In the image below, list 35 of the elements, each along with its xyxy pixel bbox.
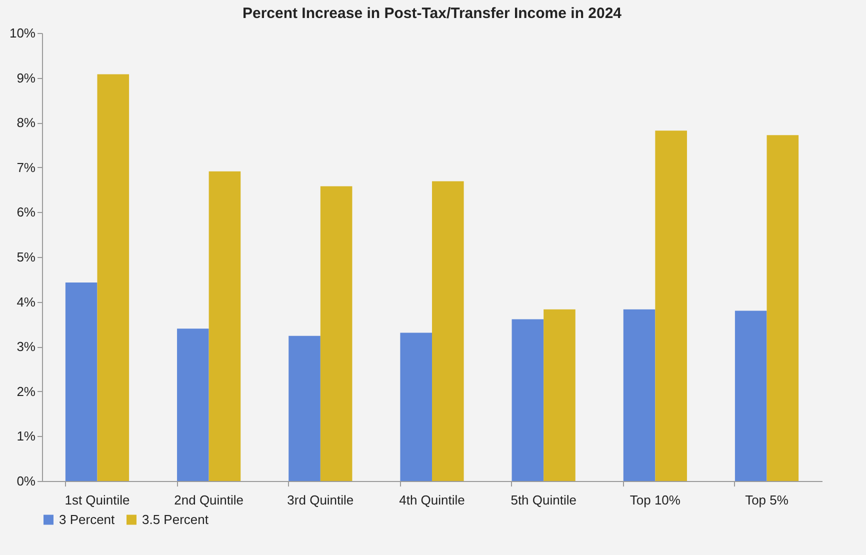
- legend-label: 3 Percent: [59, 512, 116, 527]
- y-tick-label: 9%: [16, 70, 36, 86]
- legend-label: 3.5 Percent: [142, 512, 209, 527]
- bar: [65, 282, 98, 481]
- y-tick-label: 5%: [16, 250, 36, 264]
- y-tick-label: 3%: [16, 339, 36, 354]
- bar: [623, 309, 656, 481]
- y-tick-label: 7%: [16, 160, 36, 175]
- x-tick-label: Top 5%: [745, 492, 789, 508]
- bar: [734, 310, 767, 481]
- bar: [544, 309, 576, 481]
- bar: [97, 74, 130, 481]
- bar: [766, 135, 799, 481]
- y-tick-label: 1%: [16, 428, 36, 444]
- x-tick-label: 1st Quintile: [64, 492, 130, 508]
- bar: [400, 332, 432, 481]
- y-tick-label: 4%: [16, 294, 36, 310]
- bar: [208, 171, 241, 481]
- x-tick-label: 2nd Quintile: [174, 492, 244, 508]
- x-tick-label: Top 10%: [630, 492, 681, 508]
- y-tick-label: 8%: [16, 115, 36, 130]
- bar: [288, 336, 320, 481]
- bar: [177, 328, 209, 481]
- y-tick-label: 6%: [16, 204, 36, 220]
- chart-title: Percent Increase in Post-Tax/Transfer Income in 2024: [242, 5, 622, 22]
- bar: [320, 186, 352, 481]
- y-tick-label: 0%: [16, 474, 36, 488]
- bar: [512, 319, 544, 481]
- x-tick-label: 4th Quintile: [399, 492, 465, 508]
- x-tick-label: 5th Quintile: [510, 492, 576, 508]
- bar: [432, 181, 464, 481]
- y-tick-label: 10%: [9, 26, 36, 40]
- x-tick-label: 3rd Quintile: [287, 492, 354, 508]
- bar: [655, 130, 687, 481]
- y-tick-label: 2%: [16, 384, 36, 399]
